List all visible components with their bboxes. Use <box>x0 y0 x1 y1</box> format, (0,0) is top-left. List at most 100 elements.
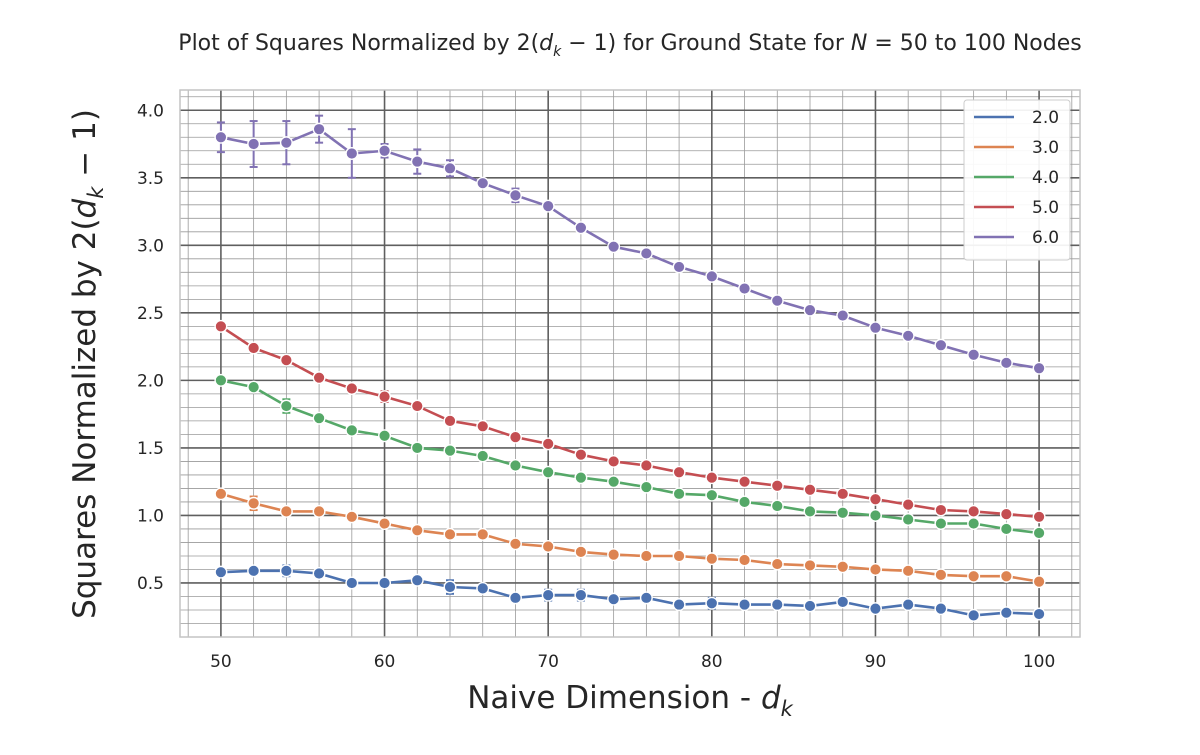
data-point <box>705 471 719 485</box>
data-point <box>345 146 359 160</box>
series-4.0 <box>214 373 1046 540</box>
data-point <box>999 356 1013 370</box>
data-point <box>999 522 1013 536</box>
data-point <box>934 503 948 517</box>
data-point <box>443 527 457 541</box>
tick-labels: 50 60 70 80 90 100 0.5 1.0 1.5 2.0 2.5 3.0 3.5 4.0 <box>137 101 1055 672</box>
data-point <box>836 506 850 520</box>
data-point <box>443 161 457 175</box>
data-point <box>541 540 555 554</box>
data-point <box>1032 575 1046 589</box>
data-point <box>607 475 621 489</box>
data-point <box>378 429 392 443</box>
data-point <box>247 380 261 394</box>
data-point <box>770 479 784 493</box>
data-point <box>574 545 588 559</box>
data-point <box>672 465 686 479</box>
data-point <box>803 558 817 572</box>
data-point <box>378 144 392 158</box>
data-point <box>1032 361 1046 375</box>
data-point <box>836 309 850 323</box>
data-point <box>803 483 817 497</box>
data-point <box>836 487 850 501</box>
x-tick-label: 90 <box>865 652 887 672</box>
data-point <box>770 598 784 612</box>
y-tick-label: 2.5 <box>137 304 164 324</box>
data-point <box>672 549 686 563</box>
data-point <box>738 598 752 612</box>
data-point <box>967 504 981 518</box>
data-point <box>476 449 490 463</box>
data-point <box>345 423 359 437</box>
data-point <box>639 591 653 605</box>
data-point <box>1032 607 1046 621</box>
y-tick-label: 0.5 <box>137 574 164 594</box>
data-point <box>934 517 948 531</box>
data-point <box>476 176 490 190</box>
data-point <box>410 399 424 413</box>
x-tick-label: 50 <box>210 652 232 672</box>
data-point <box>214 319 228 333</box>
data-point <box>901 512 915 526</box>
data-point <box>1032 510 1046 524</box>
data-point <box>214 373 228 387</box>
y-axis-label: Squares Normalized by 2(dk − 1) <box>67 109 108 619</box>
data-point <box>279 504 293 518</box>
data-point <box>607 592 621 606</box>
data-point <box>934 602 948 616</box>
legend-label: 6.0 <box>1032 228 1059 248</box>
legend-box <box>963 99 1071 261</box>
series-6.0 <box>214 114 1046 375</box>
y-tick-label: 3.5 <box>137 169 164 189</box>
minor-grid <box>180 90 1080 638</box>
data-point <box>508 188 522 202</box>
series-2.0 <box>214 564 1046 622</box>
legend: 2.0 3.0 4.0 5.0 6.0 <box>963 99 1071 261</box>
data-point <box>868 562 882 576</box>
data-point <box>574 588 588 602</box>
data-point <box>574 448 588 462</box>
data-point <box>999 606 1013 620</box>
data-point <box>443 444 457 458</box>
data-point <box>672 260 686 274</box>
data-point <box>803 599 817 613</box>
x-tick-label: 70 <box>537 652 559 672</box>
data-point <box>705 596 719 610</box>
data-point <box>312 567 326 581</box>
data-point <box>378 390 392 404</box>
data-point <box>541 199 555 213</box>
data-point <box>1032 526 1046 540</box>
data-point <box>443 580 457 594</box>
data-point <box>508 458 522 472</box>
data-point <box>574 221 588 235</box>
series-3.0 <box>214 487 1046 589</box>
data-point <box>705 269 719 283</box>
y-tick-label: 3.0 <box>137 236 164 256</box>
data-point <box>639 246 653 260</box>
data-point <box>345 576 359 590</box>
data-point <box>476 527 490 541</box>
data-point <box>770 557 784 571</box>
x-tick-label: 60 <box>374 652 396 672</box>
data-point <box>508 430 522 444</box>
data-point <box>803 303 817 317</box>
data-point <box>705 552 719 566</box>
series-5.0 <box>214 319 1046 524</box>
data-point <box>738 475 752 489</box>
x-tick-label: 100 <box>1023 652 1055 672</box>
data-point <box>639 549 653 563</box>
data-point <box>836 560 850 574</box>
legend-label: 2.0 <box>1032 108 1059 128</box>
data-point <box>738 495 752 509</box>
data-point <box>410 573 424 587</box>
data-point <box>803 504 817 518</box>
legend-label: 5.0 <box>1032 198 1059 218</box>
data-point <box>378 517 392 531</box>
x-axis-label: Naive Dimension - dk <box>467 680 793 721</box>
data-point <box>312 371 326 385</box>
data-point <box>279 136 293 150</box>
data-point <box>999 569 1013 583</box>
series-layer <box>214 114 1046 622</box>
